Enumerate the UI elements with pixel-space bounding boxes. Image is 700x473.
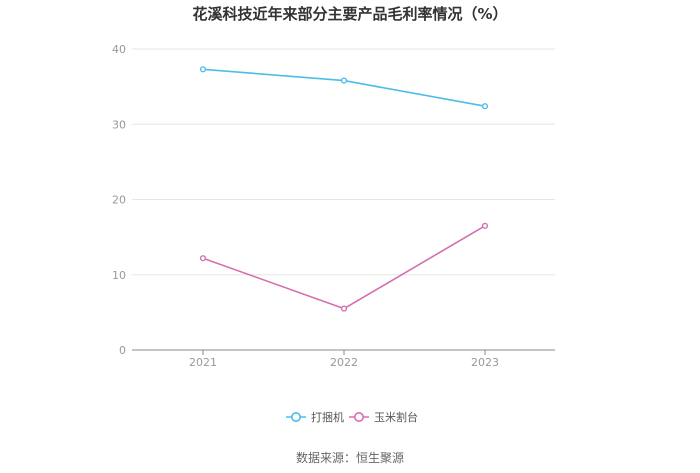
data-point[interactable] bbox=[199, 66, 207, 73]
legend-label: 玉米割台 bbox=[374, 410, 418, 424]
y-tick-label: 40 bbox=[112, 43, 126, 56]
x-tick-label: 2022 bbox=[330, 356, 358, 369]
x-tick-label: 2021 bbox=[189, 356, 217, 369]
legend-marker bbox=[353, 411, 364, 422]
data-point[interactable] bbox=[481, 222, 489, 229]
legend-label: 打捆机 bbox=[311, 410, 344, 424]
legend-marker bbox=[290, 411, 301, 422]
data-point[interactable] bbox=[340, 77, 348, 84]
x-axis-ticks: 2021 2022 2023 bbox=[189, 350, 499, 369]
series-line-2 bbox=[202, 225, 486, 310]
legend-item-2[interactable]: 玉米割台 bbox=[349, 410, 418, 424]
data-source: 数据来源：恒生聚源 bbox=[295, 451, 404, 465]
legend: 打捆机 玉米割台 bbox=[286, 410, 418, 424]
data-point[interactable] bbox=[199, 255, 207, 262]
y-axis-ticks: 0 10 20 30 40 bbox=[112, 43, 126, 357]
x-tick-label: 2023 bbox=[471, 356, 499, 369]
series-line-1 bbox=[202, 68, 486, 107]
series-lines bbox=[199, 66, 489, 312]
legend-item-1[interactable]: 打捆机 bbox=[286, 410, 344, 424]
data-point[interactable] bbox=[481, 103, 489, 110]
y-tick-label: 10 bbox=[112, 269, 126, 282]
chart-title: 花溪科技近年来部分主要产品毛利率情况（%） bbox=[192, 5, 508, 23]
y-tick-label: 30 bbox=[112, 118, 126, 131]
y-tick-label: 0 bbox=[119, 344, 126, 357]
data-point[interactable] bbox=[340, 305, 348, 312]
gridlines bbox=[132, 48, 555, 276]
y-tick-label: 20 bbox=[112, 194, 126, 207]
